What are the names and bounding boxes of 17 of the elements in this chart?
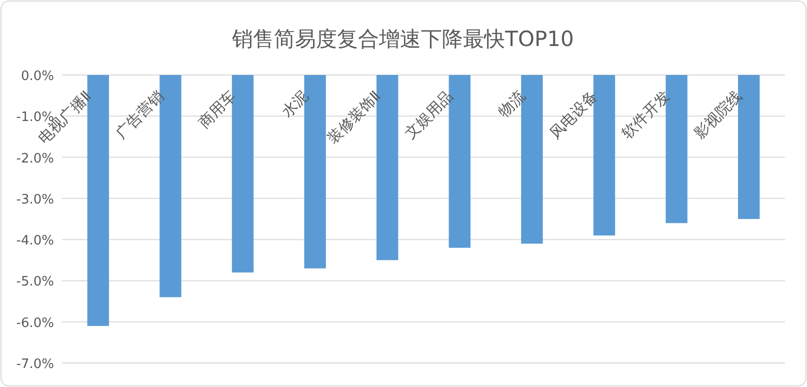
x-tick-label: 文娱用品	[401, 87, 456, 142]
y-tick-label: 0.0%	[20, 69, 54, 84]
y-tick-label: -5.0%	[16, 274, 54, 290]
x-tick-label: 风电设备	[546, 87, 602, 142]
chart-title: 销售简易度复合增速下降最快TOP10	[231, 27, 574, 51]
x-tick-label: 装修装饰Ⅱ	[324, 87, 384, 148]
x-tick-label: 广告营销	[112, 87, 168, 142]
x-tick-label: 水泥	[278, 87, 312, 122]
x-tick-label: 软件开发	[618, 87, 674, 142]
y-tick-label: -6.0%	[16, 316, 54, 331]
y-tick-label: -3.0%	[16, 192, 54, 208]
x-tick-label: 影视院线	[690, 87, 746, 142]
x-tick-label: 物流	[494, 87, 529, 122]
y-tick-label: -7.0%	[16, 357, 54, 372]
x-tick-label: 商用车	[195, 87, 240, 132]
y-tick-label: -4.0%	[16, 234, 54, 249]
y-tick-label: -2.0%	[16, 151, 54, 166]
